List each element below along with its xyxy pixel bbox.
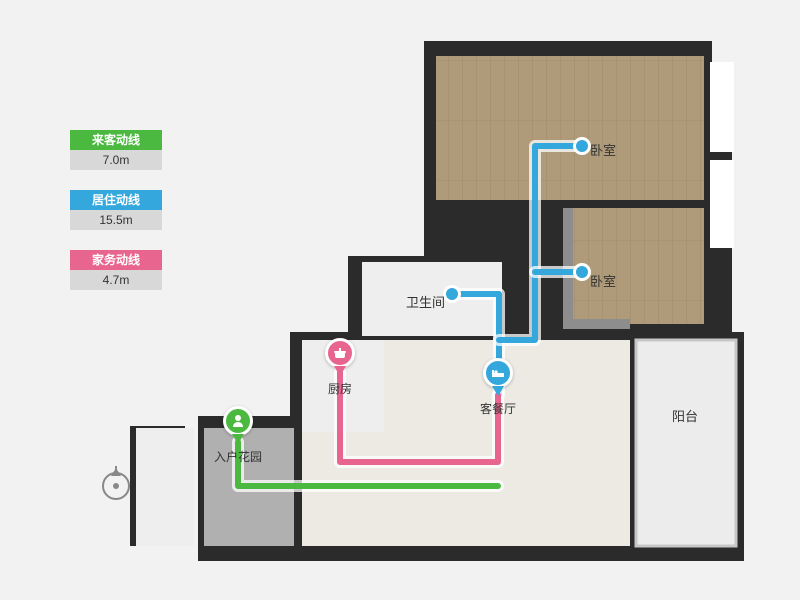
- badge-kitchen: 厨房: [325, 338, 355, 380]
- pot-icon: [325, 338, 355, 368]
- badge-label-entry: 入户花园: [198, 448, 278, 465]
- person-icon: [223, 406, 253, 436]
- room-rect-upper-gap-2: [710, 160, 734, 248]
- room-rect-upper-gap-1: [710, 62, 734, 152]
- badge-label-kitchen: 厨房: [300, 380, 380, 397]
- bed-icon: [483, 358, 513, 388]
- path-node: [576, 266, 588, 278]
- floor-plan: [0, 0, 800, 600]
- room-label-balcony: 阳台: [672, 406, 698, 425]
- room-label-bathroom: 卫生间: [406, 292, 445, 311]
- room-label-bedroom_top: 卧室: [590, 140, 616, 159]
- path-node: [576, 140, 588, 152]
- badge-entry: 入户花园: [223, 406, 253, 448]
- room-label-bedroom_right: 卧室: [590, 271, 616, 290]
- badge-label-living: 客餐厅: [458, 400, 538, 417]
- room-rect-entry-porch: [136, 428, 194, 546]
- badge-living: 客餐厅: [483, 358, 513, 400]
- room-rect-bedroom-right: [572, 208, 704, 324]
- room-rect-balcony: [636, 340, 736, 546]
- room-rect-bedroom-top: [436, 56, 704, 200]
- path-node: [446, 288, 458, 300]
